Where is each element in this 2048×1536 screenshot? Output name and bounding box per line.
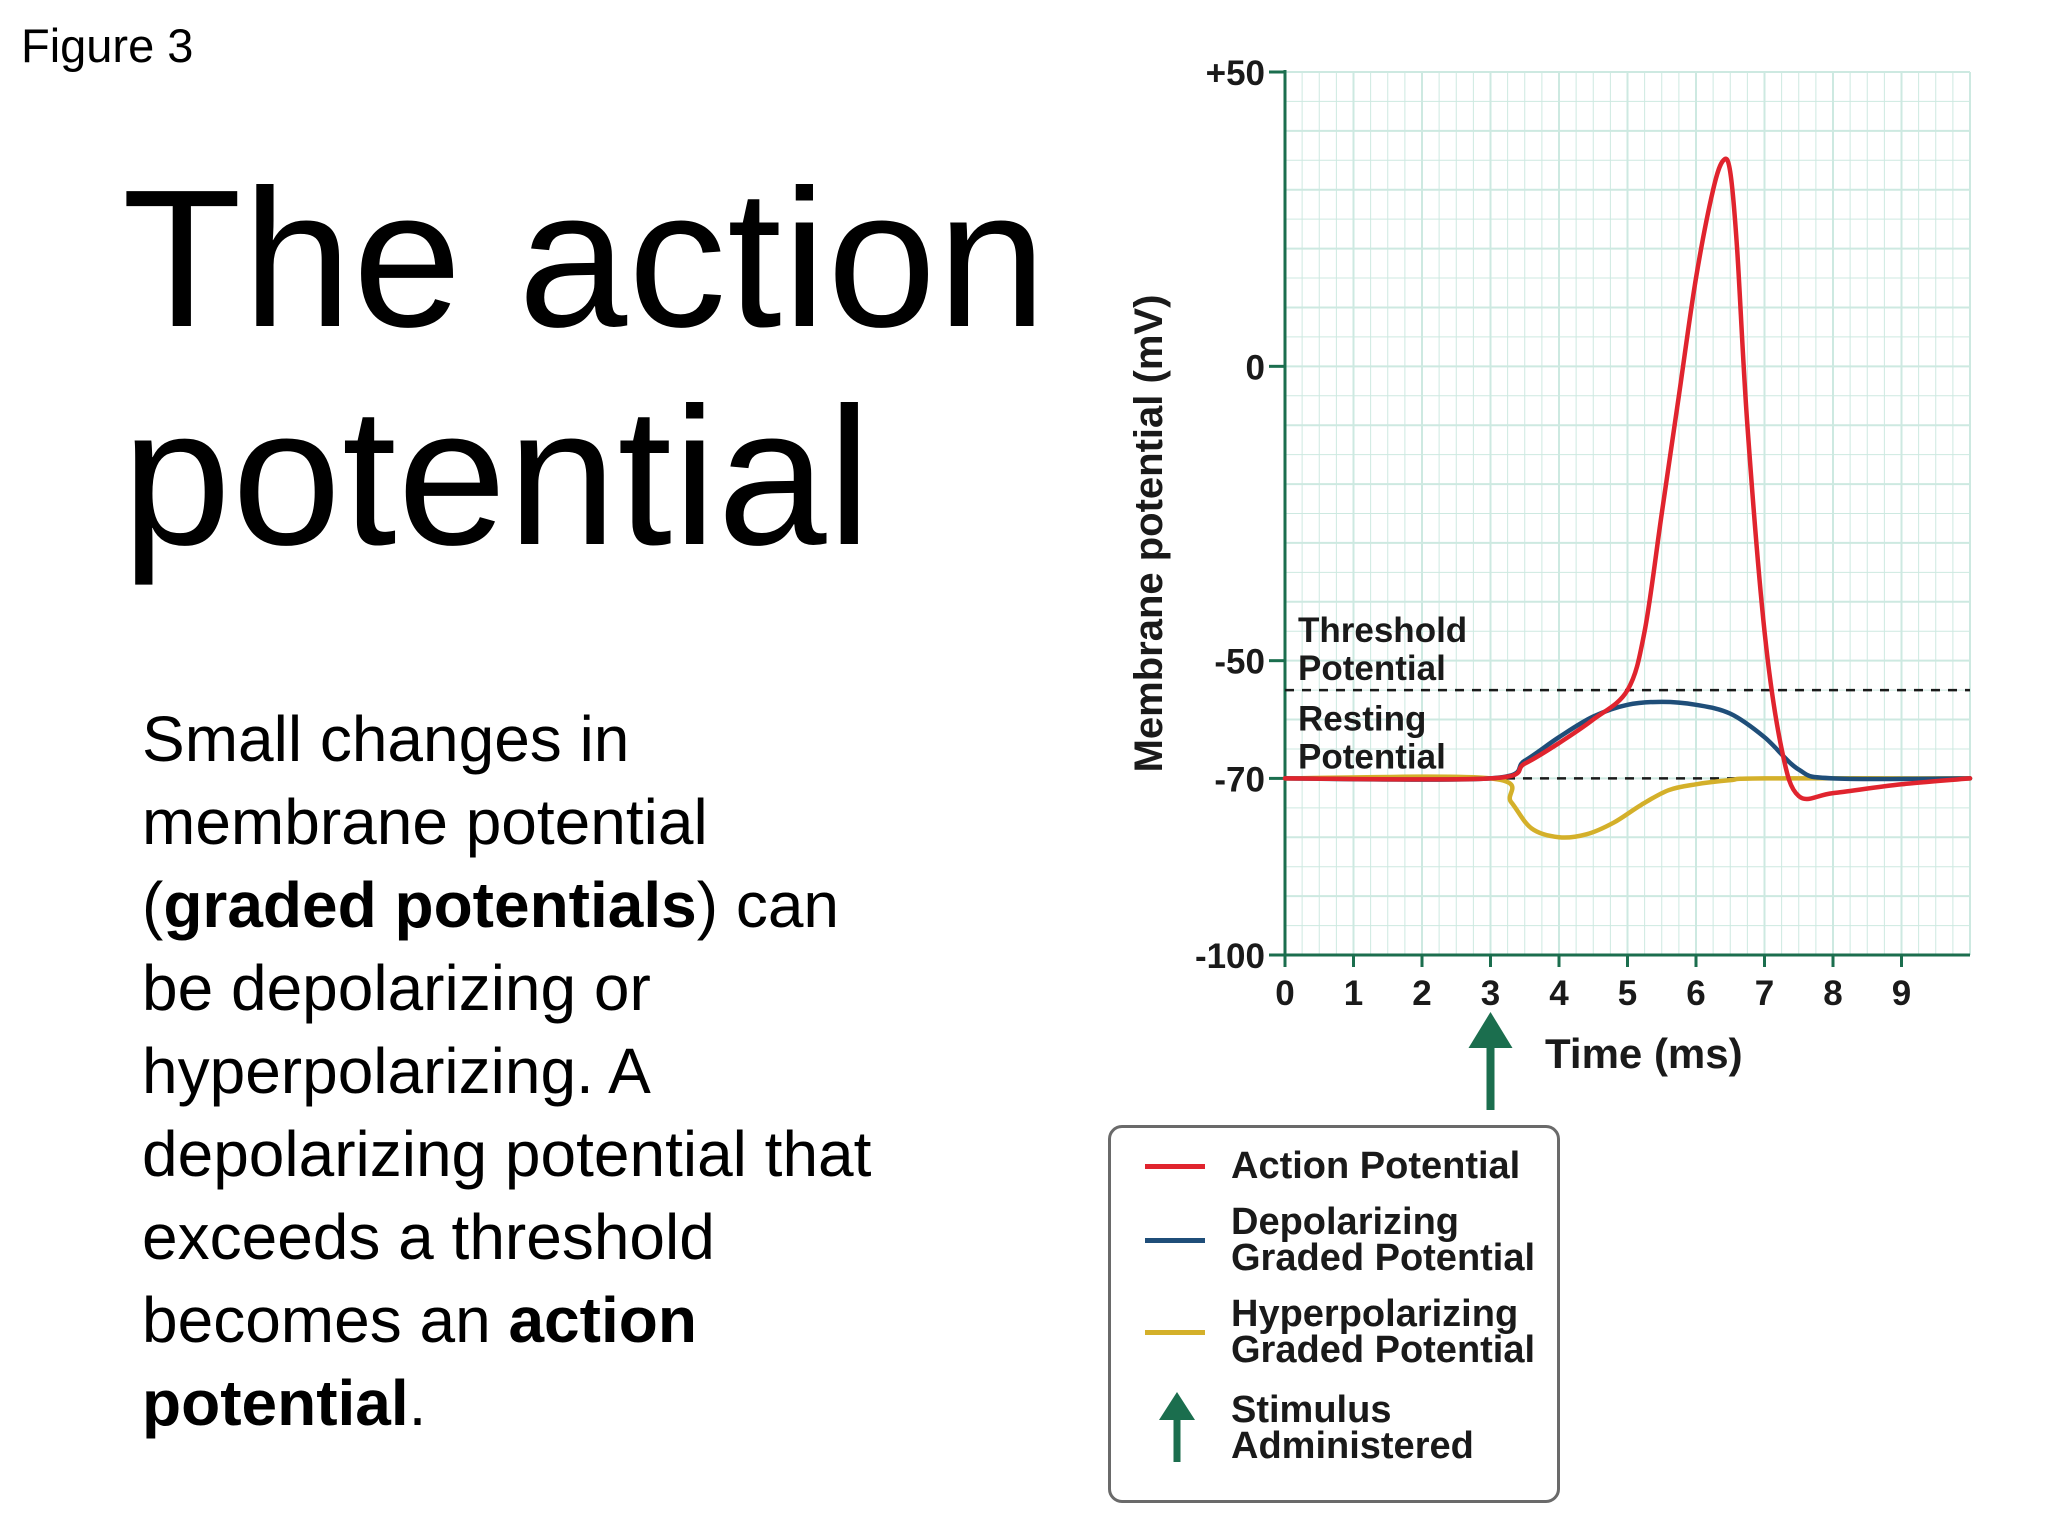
x-tick-label: 0: [1275, 974, 1294, 1013]
figure-label: Figure 3: [21, 19, 194, 72]
reference-line-label: Potential: [1298, 737, 1446, 776]
body-line: be depolarizing or: [142, 947, 982, 1030]
body-line: (graded potentials) can: [142, 864, 982, 947]
x-tick-label: 1: [1344, 974, 1363, 1013]
x-tick-label: 3: [1481, 974, 1500, 1013]
x-tick-label: 4: [1549, 974, 1569, 1013]
bold-text: potential: [142, 1367, 409, 1439]
legend-label-line: Administered: [1231, 1425, 1474, 1467]
y-axis-label: Membrane potential (mV): [1127, 295, 1171, 773]
title-line: potential: [122, 367, 873, 586]
bold-text: action: [508, 1284, 697, 1356]
chart-legend: Action Potential Depolarizing Graded Poten…: [1108, 1125, 1560, 1503]
legend-label-line: Action Potential: [1231, 1145, 1521, 1187]
x-tick-label: 2: [1412, 974, 1431, 1013]
body-text-segment: .: [408, 1367, 427, 1439]
series-line-hyperpolarizing: [1282, 774, 1973, 840]
body-text-segment: membrane potential: [142, 786, 708, 858]
legend-label-line: Hyperpolarizing: [1231, 1293, 1519, 1335]
x-tick-label: 6: [1686, 974, 1705, 1013]
body-line: exceeds a threshold: [142, 1196, 982, 1279]
legend-label: Action Potential: [1231, 1145, 1521, 1187]
y-tick-label: -50: [1214, 643, 1265, 682]
body-text-segment: exceeds a threshold: [142, 1201, 715, 1273]
body-line: hyperpolarizing. A: [142, 1030, 982, 1113]
x-axis-label: Time (ms): [1545, 1030, 1743, 1077]
legend-swatch: [1145, 1238, 1205, 1243]
body-text-segment: (: [142, 869, 164, 941]
y-tick-label: +50: [1206, 54, 1265, 93]
body-line: membrane potential: [142, 781, 982, 864]
body-line: Small changes in: [142, 698, 982, 781]
x-tick-label: 9: [1892, 974, 1911, 1013]
x-tick-label: 7: [1755, 974, 1774, 1013]
body-line: potential.: [142, 1362, 982, 1445]
legend-label: Hyperpolarizing Graded Potential: [1231, 1293, 1536, 1371]
title-line: The action: [122, 149, 1048, 368]
legend-label-line: Graded Potential: [1231, 1237, 1536, 1279]
grid: [1284, 71, 1971, 956]
reference-line-label: Resting: [1298, 699, 1426, 738]
legend-swatch: [1145, 1164, 1205, 1169]
page-title: The action potential: [122, 150, 1047, 586]
series-line-action: [1282, 156, 1973, 802]
body-line: depolarizing potential that: [142, 1113, 982, 1196]
body-text: Small changes in membrane potential (grade…: [142, 698, 982, 1445]
bold-text: graded potentials: [163, 869, 697, 941]
legend-label-line: Graded Potential: [1231, 1329, 1536, 1371]
y-tick-label: 0: [1246, 348, 1265, 387]
x-tick-label: 5: [1618, 974, 1637, 1013]
y-tick-label: -70: [1214, 760, 1265, 799]
legend-swatch: [1145, 1330, 1205, 1335]
x-tick-label: 8: [1823, 974, 1842, 1013]
legend-label: Stimulus Administered: [1231, 1389, 1474, 1467]
body-text-segment: ) can: [696, 869, 839, 941]
stimulus-arrow-icon: [1159, 1392, 1195, 1462]
legend-label-line: Stimulus: [1231, 1389, 1392, 1431]
body-line: becomes an action: [142, 1279, 982, 1362]
body-text-segment: Small changes in: [142, 703, 630, 775]
legend-label-line: Depolarizing: [1231, 1201, 1460, 1243]
reference-line-label: Potential: [1298, 649, 1446, 688]
legend-label: Depolarizing Graded Potential: [1231, 1201, 1536, 1279]
body-text-segment: becomes an: [142, 1284, 509, 1356]
reference-line-label: Threshold: [1298, 611, 1467, 650]
body-text-segment: be depolarizing or: [142, 952, 651, 1024]
y-tick-label: -100: [1195, 937, 1265, 976]
body-text-segment: hyperpolarizing. A: [142, 1035, 651, 1107]
body-text-segment: depolarizing potential that: [142, 1118, 872, 1190]
stimulus-arrow-head: [1468, 1012, 1513, 1048]
